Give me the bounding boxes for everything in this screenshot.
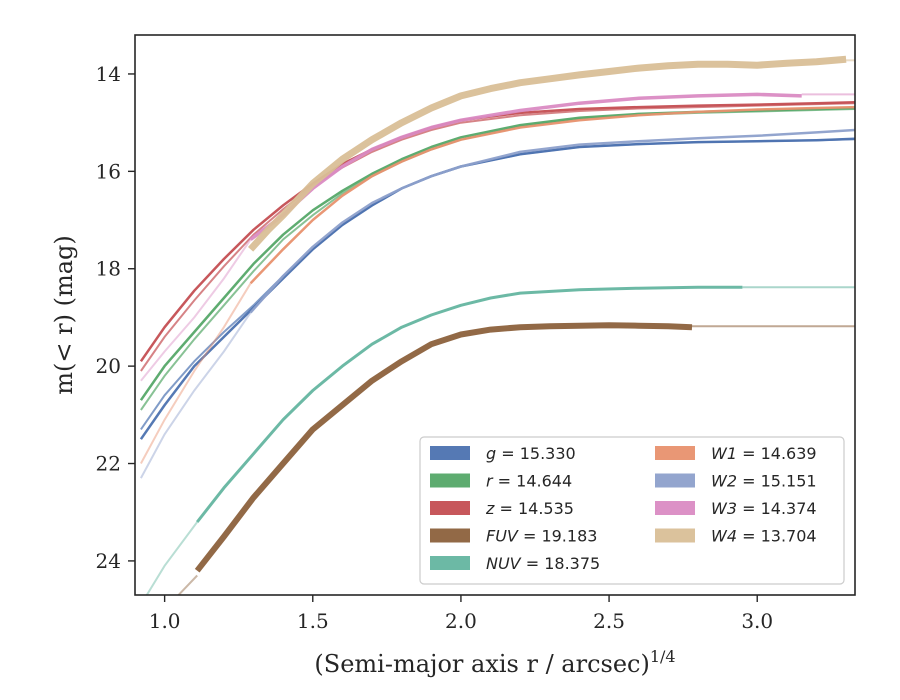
series-W4: [248, 55, 855, 252]
legend-label: W4 = 13.704: [711, 527, 817, 546]
series-FUV-extension-inner: [177, 574, 198, 595]
legend-entry-W1: W1 = 14.639: [655, 444, 817, 463]
legend-label: FUV = 19.183: [486, 527, 597, 546]
legend-label: W1 = 14.639: [711, 444, 817, 463]
plot-frame: [134, 34, 856, 596]
legend-swatch: [655, 446, 695, 460]
legend-swatch: [430, 501, 470, 515]
series-layer: [139, 55, 855, 595]
y-tick-label: 24: [96, 549, 121, 573]
legend-label: r = 14.644: [486, 472, 572, 491]
x-axis-label: (Semi-major axis r / arcsec)1/4: [314, 647, 675, 678]
y-tick-label: 16: [96, 159, 121, 183]
series-W3-line: [249, 92, 802, 241]
series-W2-line: [249, 128, 855, 314]
legend-label: z = 14.535: [485, 499, 574, 518]
series-W1: [140, 105, 855, 464]
series-W1-extension-inner: [140, 282, 252, 464]
x-tick-label: 2.5: [593, 609, 625, 633]
series-W2: [140, 128, 855, 479]
legend-swatch: [430, 446, 470, 460]
series-NUV-extension-inner: [145, 521, 199, 595]
legend-entry-W3: W3 = 14.374: [655, 499, 817, 518]
legend-entry-NUV: NUV = 18.375: [430, 554, 600, 573]
x-axis-label-main: (Semi-major axis r / arcsec): [314, 650, 649, 678]
legend-swatch: [655, 501, 695, 515]
legend-entry-g: g = 15.330: [430, 444, 576, 463]
series-W4-line: [248, 55, 847, 252]
y-axis-label: m(< r) (mag): [50, 235, 78, 394]
series-W2-extension-inner: [140, 312, 252, 479]
legend-swatch: [655, 528, 695, 543]
x-axis-ticks: 1.0 1.5 2.0 2.5 3.0: [149, 595, 773, 633]
x-tick-label: 1.5: [297, 609, 329, 633]
x-tick-label: 3.0: [741, 609, 773, 633]
legend: g = 15.330 r = 14.644 z = 14.535 FUV = 19.1…: [419, 436, 845, 585]
legend-swatch: [430, 528, 470, 543]
y-tick-label: 22: [96, 452, 121, 476]
series-FUV: [177, 322, 855, 595]
series-W3-extension-inner: [140, 238, 252, 382]
legend-entry-W4: W4 = 13.704: [655, 527, 817, 546]
x-tick-label: 1.0: [149, 609, 181, 633]
legend-entry-W2: W2 = 15.151: [655, 472, 817, 491]
y-tick-label: 14: [96, 62, 121, 86]
legend-label: W3 = 14.374: [711, 499, 817, 518]
legend-label: NUV = 18.375: [486, 554, 600, 573]
series-z-companion-line: [140, 102, 855, 372]
legend-frame: [419, 436, 845, 585]
series-W1-line: [249, 105, 855, 285]
y-tick-label: 18: [96, 257, 121, 281]
legend-entry-FUV: FUV = 19.183: [430, 527, 597, 546]
legend-swatch: [655, 473, 695, 488]
series-NUV-line: [196, 285, 743, 523]
x-axis-label-exponent: 1/4: [650, 647, 676, 666]
series-NUV: [145, 285, 855, 595]
legend-label: W2 = 15.151: [711, 472, 817, 491]
series-W3: [140, 92, 855, 382]
series-FUV-line: [194, 322, 693, 573]
y-axis-ticks: 14 16 18 20 22 24: [96, 62, 135, 573]
legend-entry-z: z = 14.535: [430, 499, 574, 518]
legend-entry-r: r = 14.644: [430, 472, 572, 491]
x-tick-label: 2.0: [445, 609, 477, 633]
legend-swatch: [430, 473, 470, 488]
legend-label: g = 15.330: [486, 444, 576, 463]
y-tick-label: 20: [96, 354, 121, 378]
legend-swatch: [430, 556, 470, 570]
